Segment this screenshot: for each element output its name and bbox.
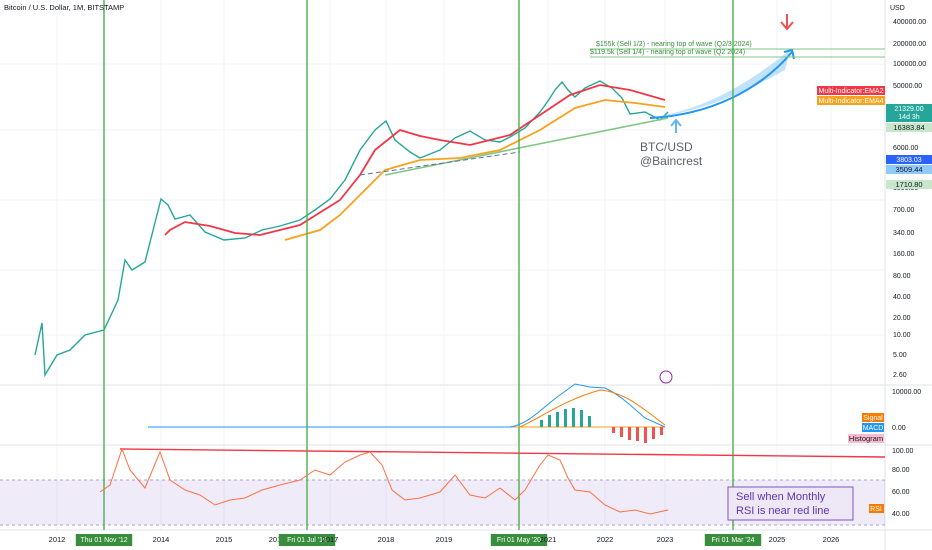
axis-label: 0.00 [892,425,906,432]
price-tick-label: 50000.00 [893,83,922,90]
time-tick-label: Fri 01 Mar '24 [712,537,755,544]
price-tick-label: 6000.00 [893,145,918,152]
time-tick-label: 2025 [769,535,786,544]
price-tick-label: 5.00 [893,352,907,359]
badge [862,413,884,422]
annotation: $155k (Sell 1/2) - nearing top of wave (… [596,41,752,48]
event-icon[interactable] [659,370,673,384]
marker-date-badge [490,534,548,546]
badge-label: RSI [870,506,882,513]
badge [862,423,884,432]
price-tick-label: 200000.00 [893,41,926,48]
price-tick-label: 80.00 [893,273,911,280]
rsi-red-line [119,448,886,458]
time-tick-label: 2023 [657,535,674,544]
badge [886,180,932,189]
badge-label: Multi-Indicator:EMA4 [819,98,884,105]
price-tick-label: 2.60 [893,372,907,379]
ema4-line [284,99,666,241]
annotation: @Baincrest [640,154,703,168]
price-tick-label: 10.00 [893,332,911,339]
badge [817,86,885,95]
signal-curve [519,389,666,428]
badge-label: MACD [863,425,884,432]
badge-label: Signal [863,415,883,422]
time-tick-label: 2021 [540,535,557,544]
badge [817,96,885,105]
price-tick-label: 700.00 [893,207,915,214]
histogram [540,408,591,427]
macd-line [148,383,666,428]
projection-arrow [649,51,793,119]
marker-date-badge [75,534,133,546]
time-axis: 2012 Thu 01 Nov '12 2014 2015 201 Fri 01 Jul … [49,534,840,546]
annotation: $119.5k (Sell 1/4) - nearing top of wave… [590,49,745,56]
axis-unit: USD [890,5,905,12]
badge-label: 14d 3h [898,114,920,121]
time-tick-label: 2015 [216,535,233,544]
grid [0,0,885,530]
price-tick-label: 40.00 [893,294,911,301]
dashed-trend-line [359,151,521,176]
axis-label: 40.00 [892,511,910,518]
time-tick-label: Thu 01 Nov '12 [80,537,127,544]
time-tick-label: 2026 [823,535,840,544]
badge-label: Histogram [849,434,883,443]
time-tick-label: 2022 [597,535,614,544]
price-tick-label: 340.00 [893,230,915,237]
badge [886,155,932,164]
histogram [612,427,663,443]
axis-label: 80.00 [892,467,910,474]
badge [886,104,932,122]
vertical-markers [103,0,734,530]
note: RSI is near red line [736,505,830,517]
time-tick-label: 2019 [436,535,453,544]
up-arrow [670,118,682,133]
price-tick-label: 100000.00 [893,61,926,68]
projection-arrowhead [783,48,795,60]
rsi-line [99,447,669,515]
trend-line [384,117,669,176]
price-tick-label: 400000.00 [893,19,926,26]
time-tick-label: Fri 01 May '20 [497,537,541,544]
time-tick-label: 201 [269,535,282,544]
time-tick-label: 2014 [153,535,170,544]
marker-date-badge [278,534,336,546]
time-tick-label: Fri 01 Jul '16 [287,537,327,544]
axis-label: 100.00 [892,448,914,455]
badge-label: 16383.84 [893,123,924,132]
badge-label: 1710.80 [895,180,922,189]
time-tick-label: 2017 [322,535,339,544]
price-tick-label: 20.00 [893,315,911,322]
badge-label: 21329.00 [894,106,923,113]
note: Sell when Monthly [736,491,826,503]
annotation: BTC/USD [640,140,693,154]
price-tick-label: 160.00 [893,251,915,258]
ema2-line [164,84,666,236]
time-tick-label: 2012 [49,535,66,544]
down-arrow [780,14,794,31]
axis-label: 60.00 [892,489,910,496]
axis-label: 10000.00 [892,389,921,396]
badge-label: Multi-Indicator:EMA2 [819,88,884,95]
note-box [727,486,854,521]
badge [869,504,884,513]
badge [886,123,932,132]
marker-date-badge [704,534,762,546]
badge [886,165,932,174]
badge-label: 3803.03 [896,157,921,164]
chart-title: Bitcoin / U.S. Dollar, 1M, BITSTAMP [4,3,124,12]
badge-label: 3509.44 [895,165,922,174]
time-tick-label: 2018 [378,535,395,544]
badge [848,434,884,443]
